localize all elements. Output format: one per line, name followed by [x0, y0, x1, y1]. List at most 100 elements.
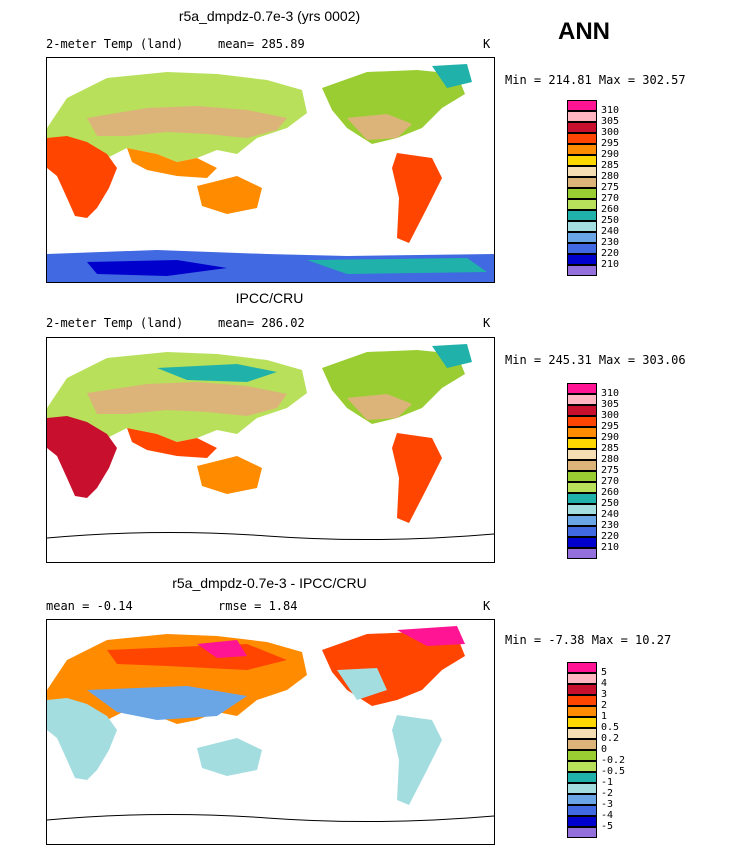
colorbar-swatch [567, 405, 597, 416]
colorbar-label: -4 [601, 810, 614, 821]
colorbar-swatch [567, 816, 597, 827]
colorbar-label: 250 [601, 498, 620, 509]
colorbar-label: 270 [601, 193, 620, 204]
panel3-map-field [47, 626, 494, 823]
colorbar-swatch [567, 706, 597, 717]
colorbar-swatch [567, 673, 597, 684]
panel2-colorbar: 310 305 300 295 290 285 280 275 270 260 250 240 230 2… [567, 383, 619, 559]
colorbar-label: 5 [601, 667, 608, 678]
colorbar-swatch [567, 254, 597, 265]
colorbar-swatch [567, 111, 597, 122]
panel2-field-label: 2-meter Temp (land) [46, 316, 184, 330]
panel3-rmse: rmse = 1.84 [218, 599, 298, 613]
colorbar-swatch [567, 728, 597, 739]
panel3-title: r5a_dmpdz-0.7e-3 - IPCC/CRU [172, 575, 367, 591]
colorbar-swatch [567, 739, 597, 750]
colorbar-label: 300 [601, 410, 620, 421]
colorbar-swatch [567, 750, 597, 761]
colorbar-swatch [567, 265, 597, 276]
colorbar-swatch [567, 493, 597, 504]
colorbar-swatch [567, 695, 597, 706]
colorbar-swatch [567, 177, 597, 188]
colorbar-swatch [567, 243, 597, 254]
colorbar-label: 0 [601, 744, 608, 755]
panel1-map-field [47, 64, 494, 282]
colorbar-label: 230 [601, 237, 620, 248]
colorbar-swatch [567, 827, 597, 838]
colorbar-label: 2 [601, 700, 608, 711]
colorbar-label: 295 [601, 138, 620, 149]
colorbar-label: -0.2 [601, 755, 626, 766]
colorbar-swatch [567, 221, 597, 232]
colorbar-swatch [567, 526, 597, 537]
colorbar-swatch [567, 416, 597, 427]
colorbar-label: 285 [601, 160, 620, 171]
colorbar-swatch [567, 515, 597, 526]
panel3-map [46, 619, 495, 845]
colorbar-swatch [567, 166, 597, 177]
colorbar-swatch [567, 684, 597, 695]
colorbar-label: 305 [601, 116, 620, 127]
colorbar-label: 300 [601, 127, 620, 138]
colorbar-swatch [567, 133, 597, 144]
colorbar-label: 285 [601, 443, 620, 454]
colorbar-label: -5 [601, 821, 614, 832]
colorbar-label: 0.5 [601, 722, 620, 733]
colorbar-swatch [567, 460, 597, 471]
colorbar-label: 270 [601, 476, 620, 487]
colorbar-label: 275 [601, 182, 620, 193]
colorbar-label: 305 [601, 399, 620, 410]
colorbar-swatch [567, 537, 597, 548]
colorbar-label: -0.5 [601, 766, 626, 777]
colorbar-swatch [567, 438, 597, 449]
panel1-minmax: Min = 214.81 Max = 302.57 [505, 73, 686, 87]
colorbar-label: 290 [601, 149, 620, 160]
panel2-mean: mean= 286.02 [218, 316, 305, 330]
colorbar-swatch [567, 761, 597, 772]
colorbar-label: 295 [601, 421, 620, 432]
colorbar-swatch [567, 155, 597, 166]
colorbar-swatch [567, 232, 597, 243]
colorbar-label: 3 [601, 689, 608, 700]
colorbar-swatch [567, 199, 597, 210]
colorbar-label: 310 [601, 388, 620, 399]
colorbar-label: 280 [601, 171, 620, 182]
colorbar-label: -1 [601, 777, 614, 788]
colorbar-swatch [567, 383, 597, 394]
panel3-colorbar: 5 4 3 2 1 0.5 0.2 0 -0.2 -0.5 -1 -2 -3 -4 -5 [567, 662, 625, 838]
colorbar-label: 210 [601, 259, 620, 270]
panel1-field-label: 2-meter Temp (land) [46, 37, 184, 51]
colorbar-label: -3 [601, 799, 614, 810]
colorbar-swatch [567, 122, 597, 133]
colorbar-swatch [567, 427, 597, 438]
colorbar-swatch [567, 394, 597, 405]
colorbar-swatch [567, 210, 597, 221]
season-label: ANN [558, 18, 610, 45]
colorbar-label: 290 [601, 432, 620, 443]
colorbar-label: 260 [601, 204, 620, 215]
colorbar-label: 250 [601, 215, 620, 226]
colorbar-swatch [567, 100, 597, 111]
panel3-mean: mean = -0.14 [46, 599, 133, 613]
colorbar-label: 230 [601, 520, 620, 531]
colorbar-swatch [567, 717, 597, 728]
panel1-colorbar: 310 305 300 295 290 285 280 275 270 260 250 240 230 2… [567, 100, 619, 276]
colorbar-label: 220 [601, 531, 620, 542]
colorbar-label: 0.2 [601, 733, 620, 744]
panel1-mean: mean= 285.89 [218, 37, 305, 51]
colorbar-swatch [567, 794, 597, 805]
colorbar-label: 4 [601, 678, 608, 689]
panel1-map [46, 57, 495, 283]
panel2-minmax: Min = 245.31 Max = 303.06 [505, 353, 686, 367]
panel2-map-field [47, 344, 494, 541]
colorbar-label: 275 [601, 465, 620, 476]
colorbar-swatch [567, 188, 597, 199]
colorbar-label: 240 [601, 226, 620, 237]
colorbar-swatch [567, 783, 597, 794]
colorbar-label: 280 [601, 454, 620, 465]
panel3-unit: K [483, 599, 491, 613]
colorbar-label: 1 [601, 711, 608, 722]
panel2-map [46, 337, 495, 563]
colorbar-label: -2 [601, 788, 614, 799]
colorbar-label: 260 [601, 487, 620, 498]
